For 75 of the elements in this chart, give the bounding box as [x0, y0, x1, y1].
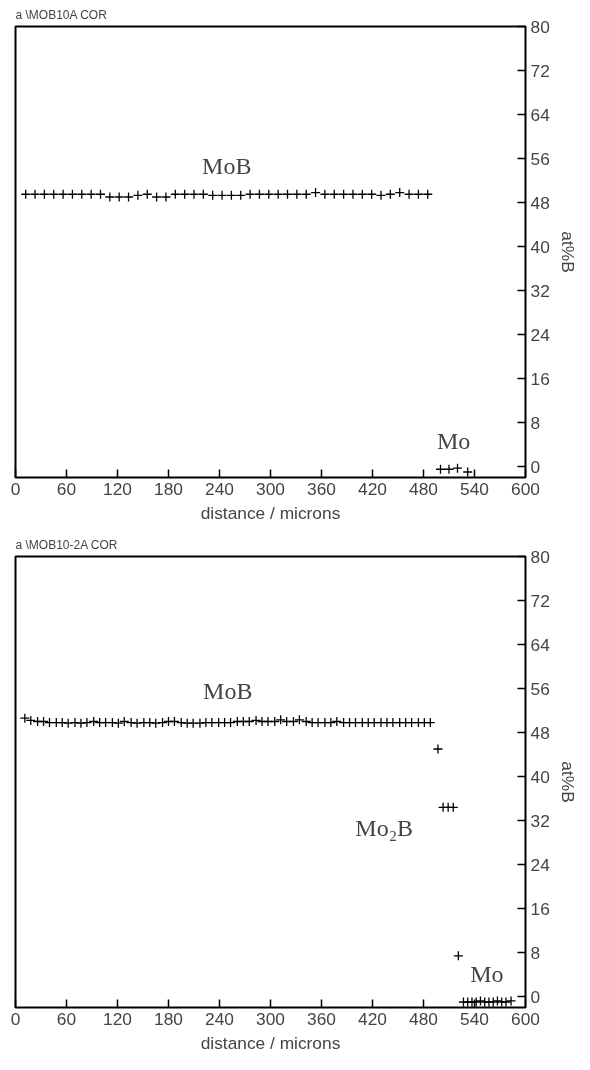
point: [151, 191, 162, 203]
y-tick-label: 16: [530, 898, 550, 919]
x-tick-label: 600: [511, 478, 540, 499]
point: [462, 466, 473, 478]
point: [57, 189, 69, 200]
y-tick-label: 8: [530, 412, 541, 433]
y-tick-label: 48: [530, 192, 550, 213]
point: [123, 191, 134, 203]
y-tick-label: 56: [530, 678, 550, 699]
x-tick-label: 60: [56, 1008, 77, 1029]
series-label: Mo: [437, 428, 471, 455]
point: [347, 189, 359, 200]
point: [443, 464, 455, 475]
point: [104, 191, 115, 203]
y-tick-label: 0: [530, 456, 541, 477]
x-tick-label: 420: [358, 1008, 387, 1029]
y-tick-label: 48: [530, 722, 550, 743]
y-tick-label: 72: [530, 60, 550, 81]
x-tick-label: 240: [205, 478, 234, 499]
point: [403, 189, 415, 200]
y-axis-title: at%B: [557, 231, 578, 273]
x-tick-label: 300: [256, 478, 285, 499]
series-label: MoB: [203, 678, 253, 705]
y-tick-label: 0: [530, 986, 541, 1007]
x-tick-label: 540: [460, 1008, 489, 1029]
y-tick-label: 24: [530, 854, 551, 875]
x-tick-label: 360: [307, 478, 336, 499]
x-tick-label: 120: [103, 1008, 132, 1029]
point: [132, 190, 144, 201]
legend-label: Mo: [470, 960, 504, 987]
y-tick-label: 8: [530, 942, 541, 963]
point: [505, 995, 517, 1007]
point: [29, 189, 41, 200]
point: [244, 189, 256, 200]
point: [216, 190, 228, 201]
point: [432, 743, 444, 755]
y-tick-label: 64: [530, 634, 551, 655]
point: [375, 190, 387, 201]
x-tick-label: 240: [205, 1008, 234, 1029]
y-tick-label: 56: [530, 148, 550, 169]
series-label: Mo₂B: [355, 815, 414, 842]
y-tick-label: 72: [530, 590, 550, 611]
x-tick-label: 120: [103, 478, 132, 499]
y-tick-label: 64: [530, 104, 551, 125]
x-tick-label: 0: [10, 478, 21, 499]
x-tick-label: 600: [511, 1008, 540, 1029]
point: [319, 189, 331, 200]
x-tick-label: 0: [10, 1008, 21, 1029]
y-tick-label: 32: [530, 280, 550, 301]
x-tick-label: 300: [256, 1008, 285, 1029]
chart-title: a \MOB10A COR: [15, 7, 108, 22]
y-tick-label: 40: [530, 766, 550, 787]
x-tick-label: 540: [460, 478, 489, 499]
point: [160, 191, 172, 203]
x-axis-title: distance / microns: [200, 502, 341, 523]
x-tick-label: 480: [409, 478, 438, 499]
y-axis-title: at%B: [557, 761, 578, 803]
y-tick-label: 40: [530, 236, 550, 257]
x-tick-label: 60: [56, 478, 77, 499]
y-tick-label: 80: [530, 546, 550, 567]
x-tick-label: 180: [154, 1008, 183, 1029]
y-tick-label: 32: [530, 810, 550, 831]
y-tick-label: 16: [530, 368, 550, 389]
x-tick-label: 180: [154, 478, 183, 499]
point: [291, 189, 302, 200]
x-tick-label: 480: [409, 1008, 438, 1029]
x-axis-title: distance / microns: [200, 1032, 341, 1053]
y-tick-label: 80: [530, 16, 550, 37]
point: [188, 189, 200, 200]
point: [114, 191, 125, 203]
chart-title: a \MOB10-2A COR: [15, 537, 118, 552]
x-tick-label: 360: [307, 1008, 336, 1029]
y-tick-label: 24: [530, 324, 551, 345]
series-label: MoB: [202, 152, 252, 179]
x-tick-label: 420: [358, 478, 387, 499]
